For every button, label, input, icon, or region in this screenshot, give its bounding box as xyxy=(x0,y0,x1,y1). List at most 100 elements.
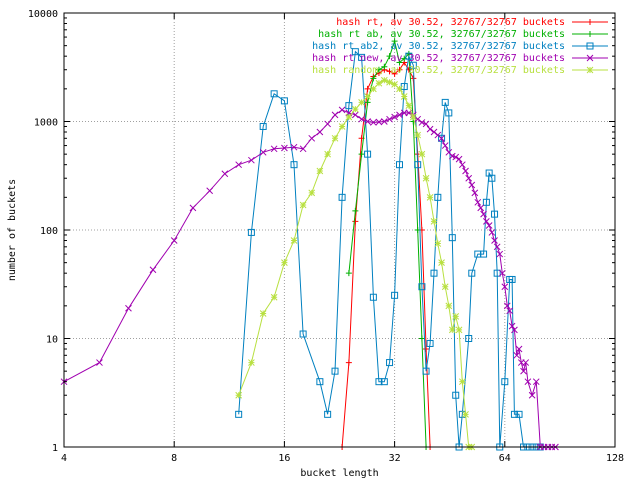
data-point-marker xyxy=(586,54,594,62)
data-point-marker xyxy=(468,269,476,277)
data-point-marker xyxy=(465,174,473,182)
data-point-marker xyxy=(587,31,593,37)
data-point-marker xyxy=(520,367,527,375)
data-point-marker xyxy=(270,90,278,98)
data-point-marker xyxy=(482,198,490,206)
data-point-marker xyxy=(501,378,509,386)
data-point-marker xyxy=(405,52,413,60)
data-point-marker xyxy=(452,391,460,399)
x-tick-label: 32 xyxy=(389,453,401,464)
data-point-marker xyxy=(452,153,460,161)
data-point-marker xyxy=(308,189,316,197)
data-point-marker xyxy=(324,410,332,418)
data-point-marker xyxy=(96,359,103,366)
data-point-marker xyxy=(448,326,456,334)
data-point-marker xyxy=(248,359,255,366)
x-tick-label: 64 xyxy=(499,453,511,464)
data-point-marker xyxy=(386,359,394,367)
data-point-marker xyxy=(290,161,298,169)
data-point-marker xyxy=(391,38,398,45)
data-point-marker xyxy=(391,70,398,77)
series-line xyxy=(63,109,556,448)
data-point-marker xyxy=(508,275,516,283)
y-tick-label: 100 xyxy=(40,226,58,237)
legend-entry-label: hash random, av 30.52, 32767/32767 bucke… xyxy=(312,65,565,76)
data-point-marker xyxy=(375,378,383,386)
data-point-marker xyxy=(259,310,267,317)
data-point-marker xyxy=(434,240,442,247)
data-point-marker xyxy=(299,145,307,153)
data-point-marker xyxy=(438,259,445,267)
data-point-marker xyxy=(485,222,493,229)
data-point-marker xyxy=(235,161,243,169)
data-point-marker xyxy=(515,410,523,418)
data-point-marker xyxy=(426,193,434,201)
data-point-marker xyxy=(370,75,377,82)
data-point-marker xyxy=(426,339,434,347)
data-point-marker xyxy=(221,170,229,178)
data-point-marker xyxy=(386,53,393,60)
series-line xyxy=(341,61,431,448)
data-point-marker xyxy=(259,122,267,130)
data-point-marker xyxy=(477,204,485,212)
data-point-marker xyxy=(345,102,353,110)
data-point-marker xyxy=(299,201,307,209)
data-point-marker xyxy=(430,218,438,225)
series-3 xyxy=(235,48,544,451)
data-point-marker xyxy=(418,335,425,342)
data-point-marker xyxy=(462,167,469,175)
data-point-marker xyxy=(452,312,460,320)
data-point-marker xyxy=(418,283,426,291)
data-point-marker xyxy=(364,93,371,100)
series-5 xyxy=(235,76,476,451)
data-point-marker xyxy=(396,59,403,66)
data-point-marker xyxy=(458,161,466,169)
data-point-marker xyxy=(206,187,214,195)
data-point-marker xyxy=(338,123,346,130)
data-point-marker xyxy=(587,19,593,25)
data-point-marker xyxy=(149,266,157,274)
data-point-marker xyxy=(351,111,359,119)
data-point-marker xyxy=(391,80,398,88)
axis-ticks: 4 8 16 32 64 128 1 10 100 1000 10000 xyxy=(28,9,624,464)
x-tick-label: 8 xyxy=(171,453,177,464)
legend-entry-label: hash rt, av 30.52, 32767/32767 buckets xyxy=(336,17,565,28)
data-point-marker xyxy=(386,115,393,123)
data-point-marker xyxy=(369,293,377,301)
data-point-marker xyxy=(488,229,496,236)
data-point-marker xyxy=(586,42,594,50)
grid-lines xyxy=(64,13,615,447)
data-point-marker xyxy=(316,128,324,136)
data-point-marker xyxy=(491,210,499,218)
data-point-marker xyxy=(316,378,324,386)
data-point-marker xyxy=(515,345,523,353)
data-point-marker xyxy=(524,378,532,386)
y-tick-label: 1 xyxy=(52,443,58,454)
data-point-marker xyxy=(483,218,490,225)
data-point-marker xyxy=(426,125,434,133)
data-point-marker xyxy=(391,291,399,299)
data-point-marker xyxy=(364,99,371,106)
data-point-marker xyxy=(493,269,501,277)
data-point-marker xyxy=(422,367,430,375)
data-point-marker xyxy=(528,391,536,399)
data-point-marker xyxy=(513,351,521,359)
data-point-marker xyxy=(445,302,453,310)
x-axis-label: bucket length xyxy=(300,468,378,479)
data-point-marker xyxy=(270,145,278,153)
data-point-marker xyxy=(414,161,422,169)
data-point-marker xyxy=(434,193,442,201)
data-point-marker xyxy=(471,189,479,197)
data-point-marker xyxy=(331,367,339,375)
data-point-marker xyxy=(430,128,438,136)
data-point-marker xyxy=(438,134,445,142)
data-point-marker xyxy=(462,410,469,418)
data-point-marker xyxy=(391,113,398,121)
data-point-marker xyxy=(441,142,449,149)
data-point-marker xyxy=(488,174,496,182)
data-point-marker xyxy=(358,99,365,106)
data-point-marker xyxy=(418,119,426,126)
x-tick-label: 4 xyxy=(61,453,67,464)
data-point-marker xyxy=(324,120,331,128)
data-point-marker xyxy=(503,302,511,310)
